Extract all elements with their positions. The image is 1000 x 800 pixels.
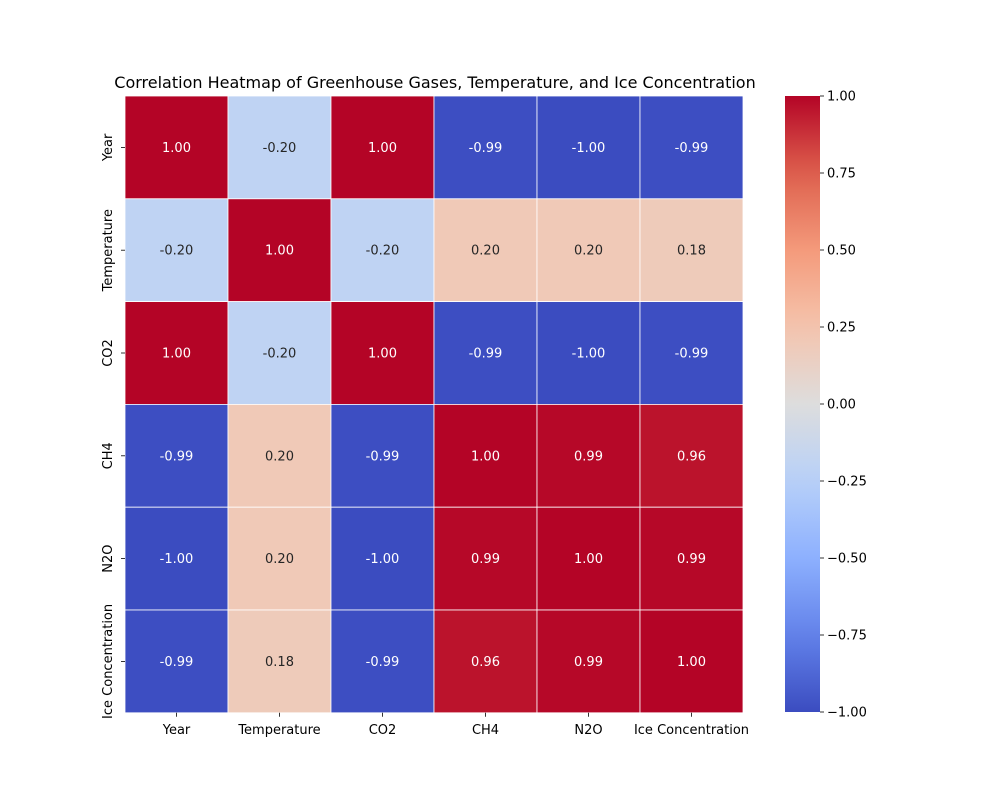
x-tick-label: Temperature: [237, 723, 320, 738]
cell-value-label: -1.00: [572, 141, 606, 156]
chart-title: Correlation Heatmap of Greenhouse Gases,…: [114, 73, 755, 92]
colorbar-tick-label: 0.75: [827, 167, 856, 182]
cell-value-label: 0.18: [677, 244, 706, 259]
heatmap-cell: [124, 609, 229, 714]
x-tick-label: Year: [162, 723, 191, 738]
cell-value-label: -1.00: [366, 552, 400, 567]
heatmap-cell: [124, 403, 229, 508]
cell-value-label: 1.00: [162, 141, 191, 156]
heatmap-cell: [639, 301, 744, 405]
y-tick-label: Temperature: [101, 209, 116, 292]
heatmap-cell: [227, 301, 332, 405]
heatmap-cell: [536, 403, 641, 508]
cell-value-label: -0.20: [263, 141, 297, 156]
cell-value-label: -0.20: [366, 244, 400, 259]
cell-value-label: 0.99: [574, 449, 603, 464]
heatmap-cell: [124, 198, 229, 303]
heatmap-cell: [227, 403, 332, 508]
colorbar-tick-label: 0.50: [827, 244, 856, 259]
heatmap-cell: [639, 198, 744, 303]
cell-value-label: -0.99: [366, 655, 400, 670]
cell-value-label: -0.99: [160, 449, 194, 464]
cell-value-label: 0.99: [574, 655, 603, 670]
heatmap-cell: [227, 95, 332, 200]
colorbar-tick-label: 0.00: [827, 398, 856, 413]
heatmap-cell: [433, 403, 538, 508]
cell-value-label: 1.00: [677, 655, 706, 670]
cell-value-label: -0.99: [469, 347, 503, 362]
cell-value-label: -0.99: [160, 655, 194, 670]
colorbar-scale: [785, 96, 820, 712]
heatmap-cell: [536, 301, 641, 405]
heatmap-cell: [536, 609, 641, 714]
colorbar-tick-label: 1.00: [827, 90, 856, 105]
cell-value-label: 0.18: [265, 655, 294, 670]
y-axis: Year Temperature CO2 CH4 N2O Ice Concentratio…: [101, 133, 125, 719]
x-tick-label: N2O: [574, 723, 602, 738]
colorbar-tick-label: −1.00: [827, 706, 867, 721]
cell-value-label: -1.00: [572, 347, 606, 362]
cell-value-label: -0.99: [366, 449, 400, 464]
heatmap-cell: [639, 403, 744, 508]
heatmap-cell: [330, 198, 435, 303]
heatmap-cell: [433, 609, 538, 714]
x-tick-label: Ice Concentration: [634, 723, 749, 738]
colorbar-tick-label: 0.25: [827, 321, 856, 336]
y-tick-label: CH4: [101, 442, 116, 469]
cell-value-label: -0.99: [675, 347, 709, 362]
heatmap-cell: [639, 609, 744, 714]
x-axis: Year Temperature CO2 CH4 N2O Ice Concentratio…: [162, 712, 749, 738]
cell-value-label: 1.00: [368, 141, 397, 156]
heatmap-cell: [536, 506, 641, 611]
cell-value-label: 0.99: [677, 552, 706, 567]
heatmap-cell: [433, 198, 538, 303]
heatmap-cell: [639, 506, 744, 611]
x-tick-label: CH4: [472, 723, 499, 738]
cell-value-label: 1.00: [471, 449, 500, 464]
cell-value-label: 1.00: [574, 552, 603, 567]
heatmap-cell: [124, 95, 229, 200]
cell-value-label: -0.99: [675, 141, 709, 156]
colorbar-tick-label: −0.50: [827, 552, 867, 567]
cell-value-label: 0.20: [265, 449, 294, 464]
cell-value-label: 0.20: [471, 244, 500, 259]
heatmap-cell: [124, 301, 229, 405]
colorbar-tick-label: −0.25: [827, 475, 867, 490]
x-tick-label: CO2: [369, 723, 397, 738]
cell-value-label: 0.96: [471, 655, 500, 670]
cell-value-label: 0.20: [265, 552, 294, 567]
heatmap-cell: [330, 403, 435, 508]
y-tick-label: N2O: [101, 544, 116, 572]
colorbar: 1.00 0.75 0.50 0.25 0.00 −0.25 −0.50 −0.75 −1.00: [785, 90, 867, 721]
heatmap-cell: [433, 301, 538, 405]
heatmap-annotations: 1.00 -0.20 1.00 -0.99 -1.00 -0.99 -0.20 1.00 -0.…: [160, 141, 709, 670]
heatmap-cell: [124, 506, 229, 611]
colorbar-tick-label: −0.75: [827, 629, 867, 644]
heatmap-cell: [330, 609, 435, 714]
cell-value-label: 0.99: [471, 552, 500, 567]
heatmap-cell: [227, 198, 332, 303]
y-tick-label: Ice Concentration: [101, 604, 116, 719]
cell-value-label: 1.00: [162, 347, 191, 362]
heatmap-cell: [330, 95, 435, 200]
cell-value-label: 0.96: [677, 449, 706, 464]
y-tick-label: Year: [101, 133, 116, 162]
heatmap-cell: [227, 506, 332, 611]
y-tick-label: CO2: [101, 339, 116, 367]
cell-value-label: 0.20: [574, 244, 603, 259]
cell-value-label: 1.00: [265, 244, 294, 259]
heatmap-cell: [433, 95, 538, 200]
cell-value-label: -0.20: [160, 244, 194, 259]
heatmap-cell: [330, 301, 435, 405]
cell-value-label: -0.20: [263, 347, 297, 362]
heatmap-cells: [124, 95, 744, 714]
cell-value-label: 1.00: [368, 347, 397, 362]
cell-value-label: -0.99: [469, 141, 503, 156]
cell-value-label: -1.00: [160, 552, 194, 567]
